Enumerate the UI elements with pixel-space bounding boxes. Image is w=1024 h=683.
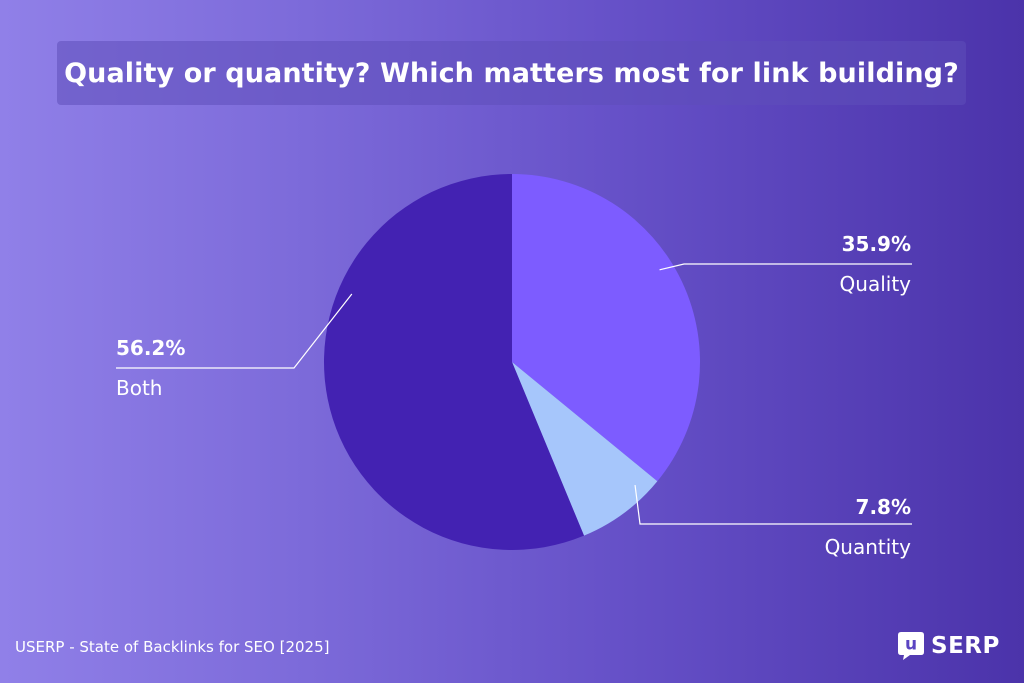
label-quantity-name: Quantity [824,535,911,559]
pie-slice-quality [512,174,700,482]
brand-logo: u SERP [897,630,1000,662]
pie-slice-both [324,174,585,550]
label-quality-name: Quality [839,272,911,296]
leader-line-quality [659,263,912,271]
brand-icon-letter: u [905,635,917,655]
brand-name: SERP [931,633,1000,659]
label-quality-value: 35.9% [841,232,911,256]
chart-title: Quality or quantity? Which matters most … [64,57,959,89]
label-both-name: Both [116,376,163,400]
label-quantity-value: 7.8% [855,495,911,519]
brand-speech-bubble-icon: u [898,632,924,660]
label-both-value: 56.2% [116,336,186,360]
pie-slice-quantity [512,362,658,536]
leader-line-both [116,293,353,369]
title-box: Quality or quantity? Which matters most … [57,41,966,105]
source-caption: USERP - State of Backlinks for SEO [2025… [15,638,330,656]
leader-line-quantity [634,484,912,525]
